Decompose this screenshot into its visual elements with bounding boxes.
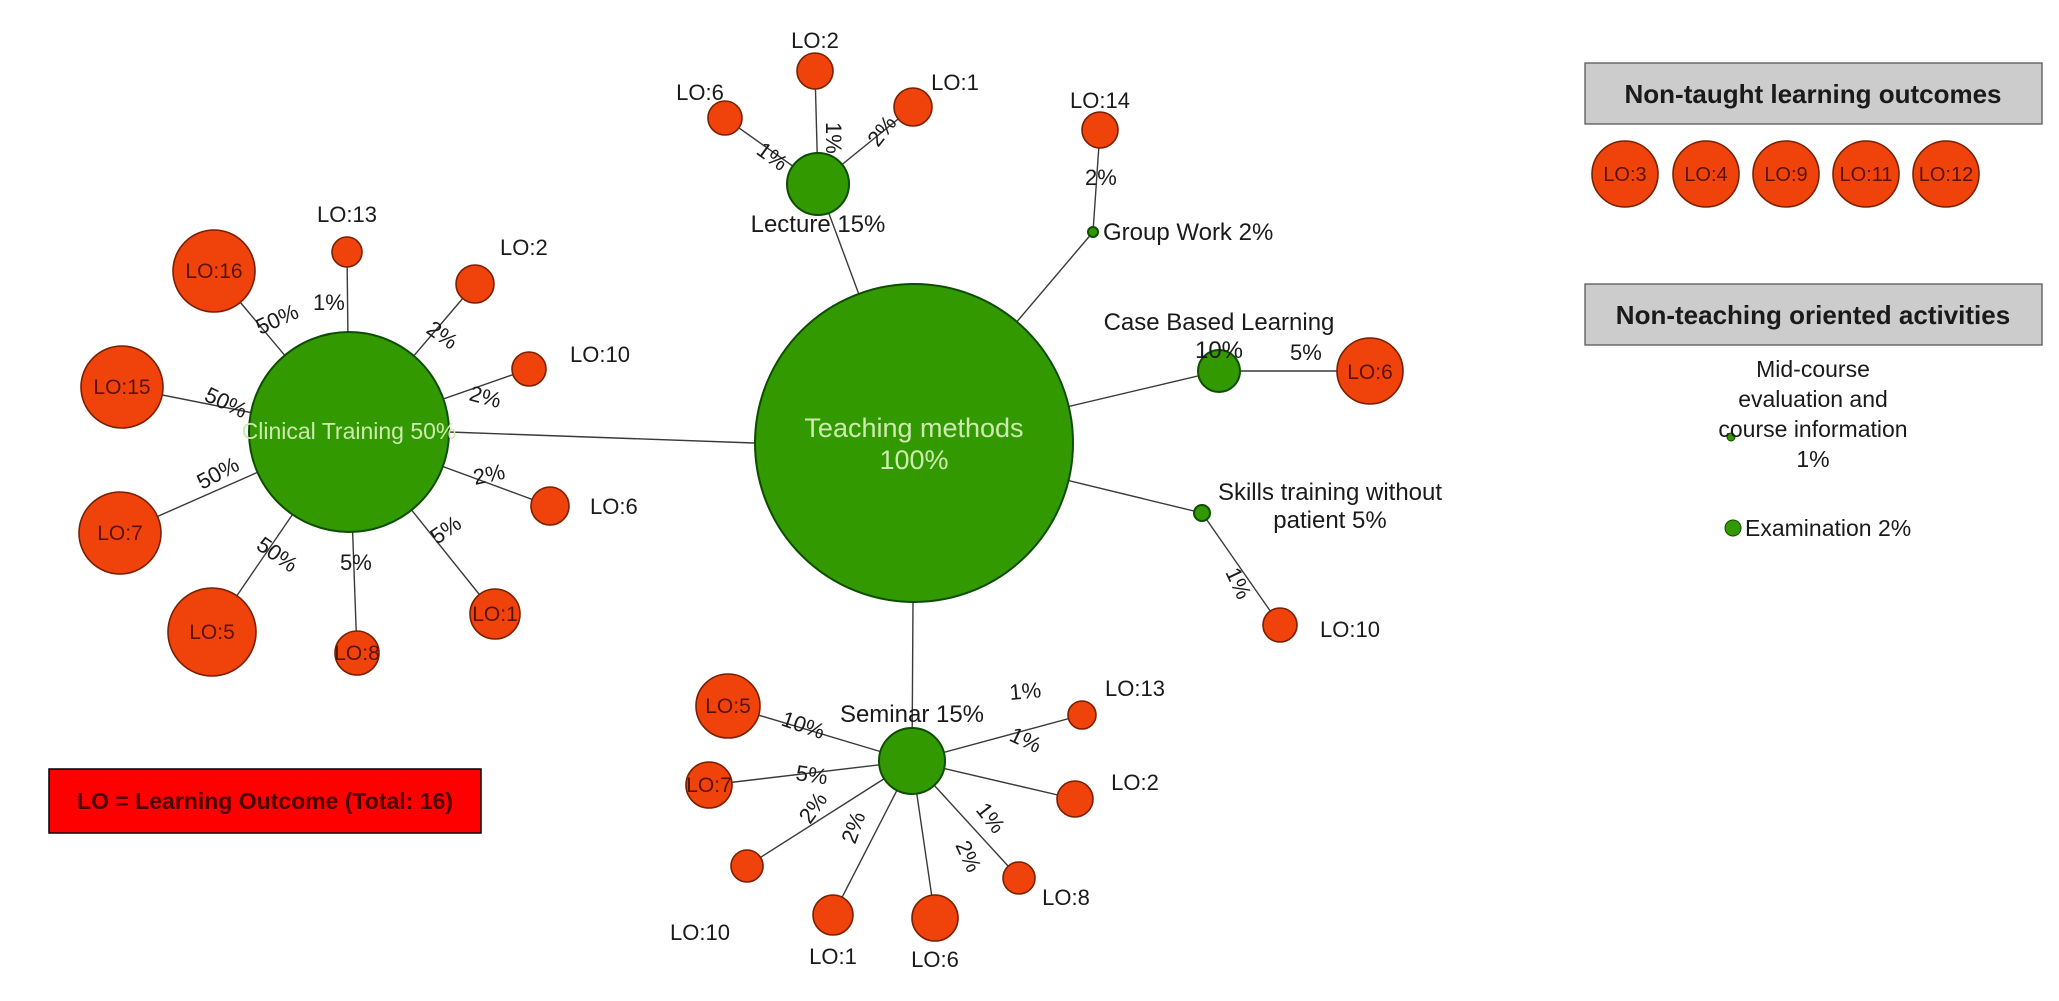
svg-text:LO:15: LO:15 bbox=[93, 376, 150, 399]
svg-text:2%: 2% bbox=[1085, 165, 1117, 190]
svg-text:10%: 10% bbox=[778, 706, 828, 744]
svg-text:5%: 5% bbox=[794, 760, 829, 789]
svg-text:LO:1: LO:1 bbox=[472, 603, 518, 626]
svg-text:Non-taught learning outcomes: Non-taught learning outcomes bbox=[1625, 79, 2002, 109]
svg-text:1%: 1% bbox=[1796, 446, 1829, 472]
svg-text:2%: 2% bbox=[794, 787, 833, 827]
svg-text:50%: 50% bbox=[252, 532, 302, 578]
svg-text:50%: 50% bbox=[201, 382, 251, 423]
svg-text:LO:8: LO:8 bbox=[334, 642, 380, 665]
svg-text:LO:5: LO:5 bbox=[705, 695, 751, 718]
svg-text:Teaching methods: Teaching methods bbox=[804, 413, 1023, 443]
svg-text:LO:13: LO:13 bbox=[1105, 676, 1165, 701]
svg-text:LO:10: LO:10 bbox=[670, 920, 730, 945]
svg-text:1%: 1% bbox=[1006, 722, 1045, 758]
svg-text:1%: 1% bbox=[752, 137, 792, 176]
svg-text:LO:1: LO:1 bbox=[931, 70, 979, 95]
svg-text:1%: 1% bbox=[313, 290, 345, 315]
svg-text:patient 5%: patient 5% bbox=[1273, 507, 1386, 534]
svg-text:1%: 1% bbox=[1008, 677, 1042, 705]
svg-text:2%: 2% bbox=[467, 381, 504, 413]
svg-text:Lecture 15%: Lecture 15% bbox=[751, 211, 886, 238]
svg-text:LO:4: LO:4 bbox=[1684, 164, 1727, 186]
svg-text:LO:2: LO:2 bbox=[500, 235, 548, 260]
svg-text:5%: 5% bbox=[1290, 340, 1322, 365]
svg-text:LO:7: LO:7 bbox=[97, 522, 143, 545]
svg-text:LO:12: LO:12 bbox=[1919, 164, 1973, 186]
svg-text:LO:6: LO:6 bbox=[1347, 361, 1393, 384]
svg-text:1%: 1% bbox=[1220, 564, 1256, 603]
svg-text:LO:14: LO:14 bbox=[1070, 88, 1130, 113]
svg-text:100%: 100% bbox=[879, 445, 948, 475]
svg-text:Non-teaching oriented activiti: Non-teaching oriented activities bbox=[1616, 300, 2010, 330]
svg-text:LO:8: LO:8 bbox=[1042, 885, 1090, 910]
svg-text:LO:7: LO:7 bbox=[686, 774, 732, 797]
svg-text:course information: course information bbox=[1718, 416, 1907, 442]
svg-text:Mid-course: Mid-course bbox=[1756, 356, 1870, 382]
svg-text:LO:5: LO:5 bbox=[189, 621, 235, 644]
svg-text:2%: 2% bbox=[422, 316, 462, 355]
svg-text:2%: 2% bbox=[862, 111, 901, 151]
svg-text:LO:11: LO:11 bbox=[1840, 164, 1893, 186]
svg-text:1%: 1% bbox=[821, 122, 846, 154]
svg-text:LO:10: LO:10 bbox=[570, 342, 630, 367]
svg-text:10%: 10% bbox=[1195, 337, 1243, 364]
svg-text:5%: 5% bbox=[426, 510, 466, 549]
svg-text:evaluation and: evaluation and bbox=[1738, 386, 1888, 412]
svg-text:LO:13: LO:13 bbox=[317, 202, 377, 227]
svg-text:5%: 5% bbox=[340, 550, 372, 575]
svg-text:LO:10: LO:10 bbox=[1320, 617, 1380, 642]
svg-text:LO = Learning Outcome (Total:: LO = Learning Outcome (Total: 16) bbox=[77, 788, 453, 814]
svg-text:2%: 2% bbox=[471, 459, 507, 490]
svg-text:Group Work 2%: Group Work 2% bbox=[1103, 219, 1273, 246]
svg-text:LO:6: LO:6 bbox=[911, 947, 959, 972]
svg-text:2%: 2% bbox=[950, 837, 986, 876]
svg-text:LO:2: LO:2 bbox=[791, 28, 839, 53]
svg-text:Seminar 15%: Seminar 15% bbox=[840, 701, 984, 728]
svg-text:2%: 2% bbox=[836, 808, 870, 846]
svg-text:LO:2: LO:2 bbox=[1111, 770, 1159, 795]
svg-text:Clinical Training 50%: Clinical Training 50% bbox=[242, 418, 457, 444]
svg-text:Examination 2%: Examination 2% bbox=[1745, 515, 1911, 541]
svg-text:50%: 50% bbox=[252, 299, 302, 340]
svg-text:LO:1: LO:1 bbox=[809, 944, 857, 969]
svg-text:LO:9: LO:9 bbox=[1764, 164, 1807, 186]
svg-text:LO:6: LO:6 bbox=[676, 80, 724, 105]
svg-text:Case Based Learning: Case Based Learning bbox=[1104, 309, 1335, 336]
svg-text:50%: 50% bbox=[193, 452, 244, 495]
svg-text:LO:3: LO:3 bbox=[1603, 164, 1646, 186]
svg-text:LO:6: LO:6 bbox=[590, 494, 638, 519]
svg-text:LO:16: LO:16 bbox=[185, 260, 242, 283]
svg-text:Skills training without: Skills training without bbox=[1218, 479, 1442, 506]
